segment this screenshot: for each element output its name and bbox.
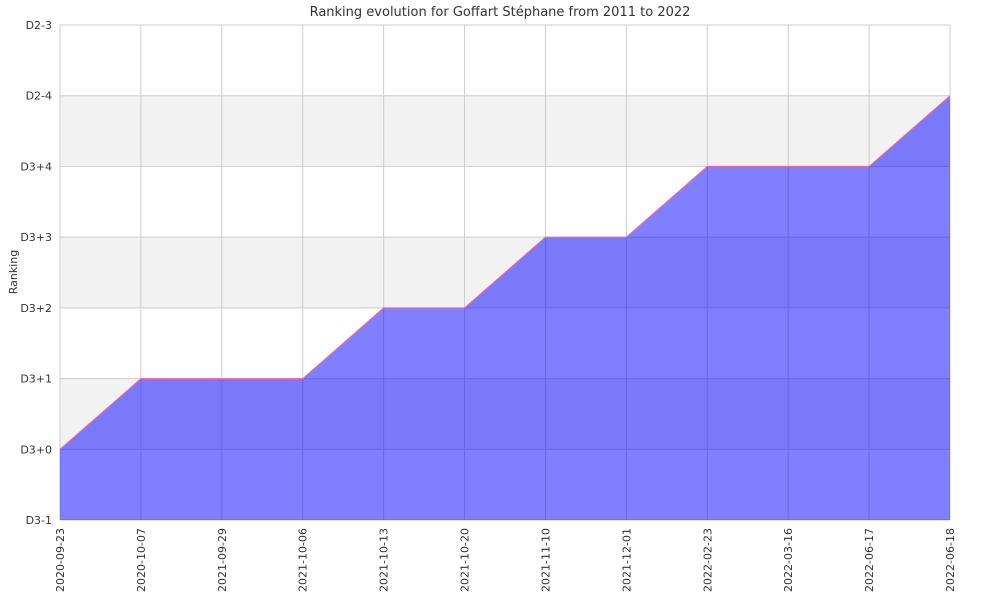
x-tick-label: 2022-02-23 <box>701 528 714 592</box>
x-tick-label: 2022-06-17 <box>863 528 876 592</box>
x-tick-label: 2021-11-10 <box>539 528 552 592</box>
x-tick-label: 2022-03-16 <box>782 528 795 592</box>
x-tick-label: 2021-10-13 <box>378 528 391 592</box>
x-tick-label: 2021-12-01 <box>620 528 633 592</box>
y-axis-label: Ranking <box>7 250 20 295</box>
x-tick-label: 2021-09-29 <box>216 528 229 592</box>
x-tick-label: 2022-06-18 <box>944 528 957 592</box>
x-tick-label: 2021-10-06 <box>297 528 310 592</box>
grid-band <box>60 95 950 167</box>
x-tick-label: 2021-10-20 <box>459 528 472 592</box>
y-tick-label: D3+0 <box>20 443 52 456</box>
x-tick-label: 2020-09-23 <box>54 528 67 592</box>
ranking-line <box>59 95 951 450</box>
y-tick-label: D2-4 <box>26 90 52 103</box>
y-tick-label: D2-3 <box>26 19 52 32</box>
x-tick-label: 2020-10-07 <box>135 528 148 592</box>
y-tick-label: D3+2 <box>20 302 52 315</box>
y-tick-label: D3+1 <box>20 373 52 386</box>
ranking-area <box>60 95 950 520</box>
y-tick-label: D3+3 <box>20 231 52 244</box>
chart-title: Ranking evolution for Goffart Stéphane f… <box>310 5 691 20</box>
y-tick-label: D3+4 <box>20 160 52 173</box>
y-tick-label: D3-1 <box>26 514 52 527</box>
